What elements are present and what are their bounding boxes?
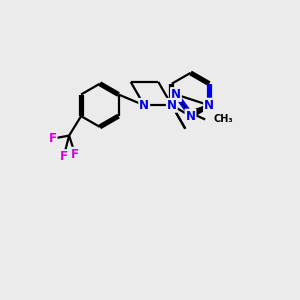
Text: CH₃: CH₃ <box>214 115 233 124</box>
Text: N: N <box>204 99 214 112</box>
Text: N: N <box>185 110 196 123</box>
Text: N: N <box>167 99 177 112</box>
Text: F: F <box>71 148 79 161</box>
Text: F: F <box>60 150 68 163</box>
Text: N: N <box>171 88 181 101</box>
Text: F: F <box>49 132 57 145</box>
Text: N: N <box>139 99 149 112</box>
Text: N: N <box>204 99 214 112</box>
